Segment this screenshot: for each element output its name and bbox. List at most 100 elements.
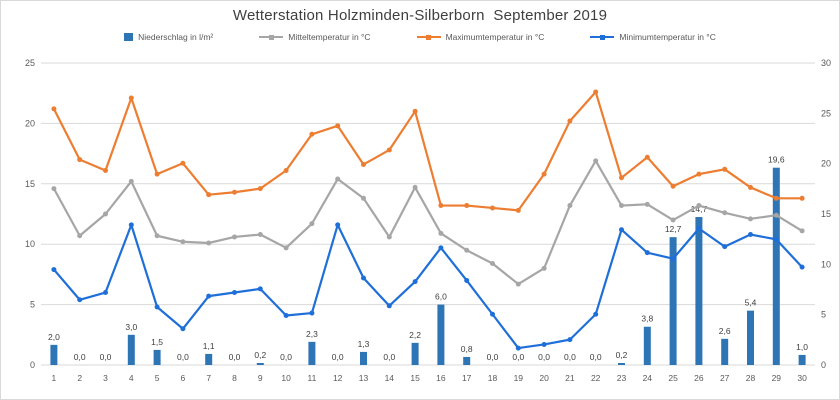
marker-mitteltemperatur-day-15 bbox=[412, 184, 418, 190]
line-mitteltemperatur bbox=[52, 159, 804, 286]
bar-value-label: 0,2 bbox=[616, 350, 628, 360]
marker-minimumtemperatur-day-2 bbox=[77, 297, 83, 303]
y-axis-right-tick-label: 0 bbox=[821, 360, 826, 370]
bar-value-label: 0,0 bbox=[229, 352, 241, 362]
marker-maximumtemperatur-day-15 bbox=[412, 108, 418, 114]
marker-minimumtemperatur-day-4 bbox=[128, 222, 134, 228]
bar-day-1 bbox=[50, 344, 58, 365]
y-axis-left-tick-label: 0 bbox=[30, 360, 35, 370]
bar-day-26 bbox=[695, 217, 703, 365]
marker-maximumtemperatur-day-18 bbox=[490, 205, 495, 211]
bar-value-label: 0,2 bbox=[254, 350, 266, 360]
bar-value-label: 6,0 bbox=[435, 292, 447, 302]
marker-mitteltemperatur-day-11 bbox=[309, 221, 315, 227]
marker-minimumtemperatur-day-24 bbox=[644, 250, 650, 256]
bar-day-5 bbox=[153, 349, 161, 365]
marker-mitteltemperatur-day-3 bbox=[103, 211, 108, 217]
bar-day-17 bbox=[463, 356, 471, 365]
bar-value-label: 2,3 bbox=[306, 329, 318, 339]
marker-mitteltemperatur-day-9 bbox=[257, 232, 263, 238]
x-axis-tick-label: 11 bbox=[307, 373, 316, 383]
marker-maximumtemperatur-day-30 bbox=[799, 195, 805, 201]
marker-maximumtemperatur-day-25 bbox=[670, 183, 676, 189]
bar-value-label: 0,0 bbox=[564, 352, 576, 362]
x-axis-tick-label: 15 bbox=[410, 373, 420, 383]
x-axis-tick-label: 9 bbox=[258, 373, 263, 383]
marker-minimumtemperatur-day-21 bbox=[567, 337, 573, 343]
x-axis-tick-label: 20 bbox=[539, 373, 549, 383]
marker-mitteltemperatur-day-1 bbox=[51, 186, 57, 192]
legend-bar-swatch-icon bbox=[124, 33, 134, 41]
marker-minimumtemperatur-day-7 bbox=[206, 293, 212, 299]
marker-minimumtemperatur-day-5 bbox=[154, 304, 160, 310]
bar-value-label: 19,6 bbox=[768, 155, 785, 165]
bar-value-label: 1,0 bbox=[796, 342, 808, 352]
marker-minimumtemperatur-day-17 bbox=[464, 277, 470, 283]
bar-value-label: 1,1 bbox=[203, 341, 215, 351]
marker-minimumtemperatur-day-16 bbox=[438, 245, 444, 251]
marker-minimumtemperatur-day-9 bbox=[257, 286, 263, 292]
x-axis-tick-label: 18 bbox=[488, 373, 498, 383]
marker-minimumtemperatur-day-11 bbox=[309, 310, 315, 316]
marker-mitteltemperatur-day-27 bbox=[722, 210, 728, 216]
bar-value-label: 5,4 bbox=[745, 298, 757, 308]
marker-minimumtemperatur-day-14 bbox=[386, 303, 392, 309]
chart-legend: Niederschlag in l/m² Mitteltemperatur in … bbox=[1, 32, 839, 42]
marker-mitteltemperatur-day-26 bbox=[696, 203, 702, 209]
marker-mitteltemperatur-day-23 bbox=[619, 203, 624, 209]
marker-mitteltemperatur-day-2 bbox=[77, 233, 83, 239]
y-axis-right-tick-label: 30 bbox=[821, 58, 831, 68]
x-axis-tick-label: 14 bbox=[385, 373, 395, 383]
marker-mitteltemperatur-day-22 bbox=[593, 158, 599, 164]
bar-day-24 bbox=[643, 326, 651, 365]
marker-minimumtemperatur-day-25 bbox=[670, 256, 676, 262]
marker-mitteltemperatur-day-8 bbox=[232, 234, 237, 240]
y-axis-right-tick-label: 5 bbox=[821, 310, 826, 320]
bar-day-7 bbox=[205, 353, 213, 365]
x-axis-tick-label: 4 bbox=[129, 373, 134, 383]
bar-day-27 bbox=[721, 338, 729, 365]
y-axis-left-tick-label: 15 bbox=[25, 179, 35, 189]
legend-label: Niederschlag in l/m² bbox=[138, 32, 214, 42]
x-axis-tick-label: 23 bbox=[617, 373, 627, 383]
bar-day-28 bbox=[747, 310, 754, 365]
marker-minimumtemperatur-day-12 bbox=[335, 222, 341, 228]
marker-maximumtemperatur-day-10 bbox=[283, 168, 289, 174]
marker-maximumtemperatur-day-9 bbox=[257, 186, 263, 192]
y-axis-right-tick-label: 10 bbox=[821, 259, 831, 269]
marker-maximumtemperatur-day-21 bbox=[567, 118, 573, 124]
bar-value-label: 0,0 bbox=[74, 352, 86, 362]
bar-day-29 bbox=[772, 167, 780, 365]
legend-item-niederschlag: Niederschlag in l/m² bbox=[124, 32, 213, 42]
bar-value-label: 2,0 bbox=[48, 332, 60, 342]
bar-value-label: 1,5 bbox=[151, 337, 163, 347]
x-axis-tick-label: 5 bbox=[155, 373, 160, 383]
marker-maximumtemperatur-day-27 bbox=[722, 166, 728, 172]
marker-mitteltemperatur-day-30 bbox=[799, 228, 805, 234]
y-axis-right-tick-label: 15 bbox=[821, 209, 831, 219]
x-axis-tick-label: 24 bbox=[643, 373, 653, 383]
bar-value-label: 2,6 bbox=[719, 326, 731, 336]
x-axis-tick-label: 2 bbox=[77, 373, 82, 383]
bar-day-23 bbox=[618, 362, 625, 365]
marker-minimumtemperatur-day-29 bbox=[773, 236, 779, 242]
legend-item-maximumtemperatur: Maximumtemperatur in °C bbox=[416, 32, 544, 42]
legend-label: Minimumtemperatur in °C bbox=[619, 32, 716, 42]
marker-mitteltemperatur-day-25 bbox=[670, 217, 676, 223]
marker-maximumtemperatur-day-19 bbox=[515, 207, 521, 213]
bar-value-label: 0,0 bbox=[487, 352, 499, 362]
marker-maximumtemperatur-day-24 bbox=[644, 154, 650, 160]
marker-minimumtemperatur-day-1 bbox=[51, 267, 57, 273]
bar-day-4 bbox=[127, 334, 135, 365]
bar-day-25 bbox=[669, 237, 677, 365]
x-axis-tick-label: 16 bbox=[436, 373, 446, 383]
x-axis-tick-label: 22 bbox=[591, 373, 601, 383]
bar-value-label: 12,7 bbox=[665, 224, 682, 234]
marker-mitteltemperatur-day-24 bbox=[644, 201, 650, 207]
marker-maximumtemperatur-day-14 bbox=[386, 147, 392, 153]
marker-minimumtemperatur-day-13 bbox=[361, 275, 366, 281]
marker-minimumtemperatur-day-27 bbox=[722, 244, 728, 250]
x-axis-tick-label: 19 bbox=[514, 373, 524, 383]
bar-value-label: 0,0 bbox=[100, 352, 112, 362]
